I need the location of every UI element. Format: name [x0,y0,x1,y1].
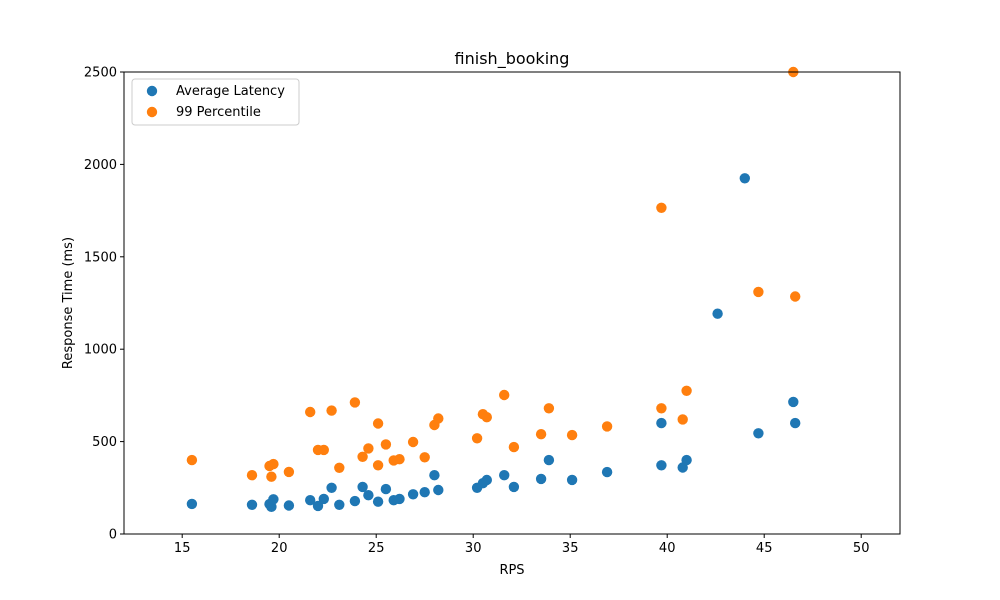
x-tick-label: 50 [853,541,870,556]
data-point [601,421,613,432]
x-tick-label: 45 [756,541,773,556]
y-axis-label: Response Time (ms) [61,237,76,369]
data-point [471,433,483,444]
data-point [334,462,345,473]
points-layer [186,66,801,512]
data-point [566,474,578,486]
data-point [433,413,444,424]
data-point [508,441,520,453]
data-point [186,498,198,510]
data-point [312,500,324,512]
x-tick-label: 15 [174,541,191,556]
data-point [753,428,764,439]
data-point [712,308,723,319]
data-point [535,473,547,485]
data-point [318,493,329,505]
data-point [790,291,801,302]
x-axis-ticks: 15 20 25 30 35 40 45 50 [174,534,870,556]
data-point [407,436,419,448]
data-point [357,451,368,462]
data-point [753,286,764,298]
series-99-percentile [186,66,801,482]
data-point [656,460,667,471]
data-point [246,470,258,481]
y-tick-label: 0 [109,528,117,543]
y-tick-label: 2500 [84,66,117,81]
data-point [380,483,392,495]
data-point [186,454,198,466]
data-point [535,429,547,440]
x-tick-label: 25 [368,541,385,556]
data-point [268,458,279,470]
data-point [394,454,405,465]
x-axis-label: RPS [499,563,524,578]
data-point [326,482,337,493]
data-point [481,474,492,486]
data-point [318,444,329,456]
legend-marker-99-percentile [146,106,158,118]
legend-marker-average-latency [146,85,158,97]
data-point [380,439,392,450]
data-point [656,417,667,429]
data-point [499,470,510,481]
x-tick-label: 35 [562,541,579,556]
data-point [246,499,258,510]
data-point [407,489,419,500]
y-tick-label: 1000 [84,343,117,358]
data-point [429,470,440,481]
data-point [357,481,368,493]
data-point [419,452,430,463]
data-point [656,403,667,414]
x-tick-label: 30 [465,541,482,556]
data-point [433,484,444,496]
data-point [283,466,295,478]
data-point [334,499,345,510]
data-point [363,490,374,501]
data-point [739,173,750,184]
data-point [419,487,430,498]
data-point [394,493,405,505]
data-point [788,396,799,408]
data-point [543,403,555,414]
data-point [790,417,801,429]
data-point [268,494,279,505]
legend: Average Latency 99 Percentile [131,78,300,126]
y-tick-label: 500 [92,435,117,450]
data-point [349,397,361,408]
data-point [681,454,692,466]
data-point [326,405,337,416]
legend-label-average-latency: Average Latency [176,84,285,99]
data-point [656,202,667,213]
x-tick-label: 20 [271,541,288,556]
plot-frame [123,71,901,535]
data-point [481,412,492,423]
data-point [349,495,361,507]
data-point [566,429,578,441]
y-tick-label: 1500 [84,250,117,265]
data-point [499,389,510,401]
data-point [283,500,295,511]
data-point [508,481,520,493]
data-point [681,385,692,396]
legend-frame [131,78,300,126]
data-point [372,418,384,429]
data-point [372,460,384,471]
data-point [372,496,384,507]
data-point [363,443,374,454]
series-average-latency [186,173,801,512]
legend-label-99-percentile: 99 Percentile [176,105,261,120]
data-point [543,454,555,466]
y-axis-ticks: 0 500 1000 1500 2000 2500 [84,66,124,543]
y-tick-label: 2000 [84,158,117,173]
data-point [305,495,316,506]
x-tick-label: 40 [659,541,676,556]
data-point [677,414,688,425]
data-point [305,406,316,418]
data-point [266,471,277,482]
chart-title: finish_booking [455,49,570,69]
data-point [601,466,613,478]
